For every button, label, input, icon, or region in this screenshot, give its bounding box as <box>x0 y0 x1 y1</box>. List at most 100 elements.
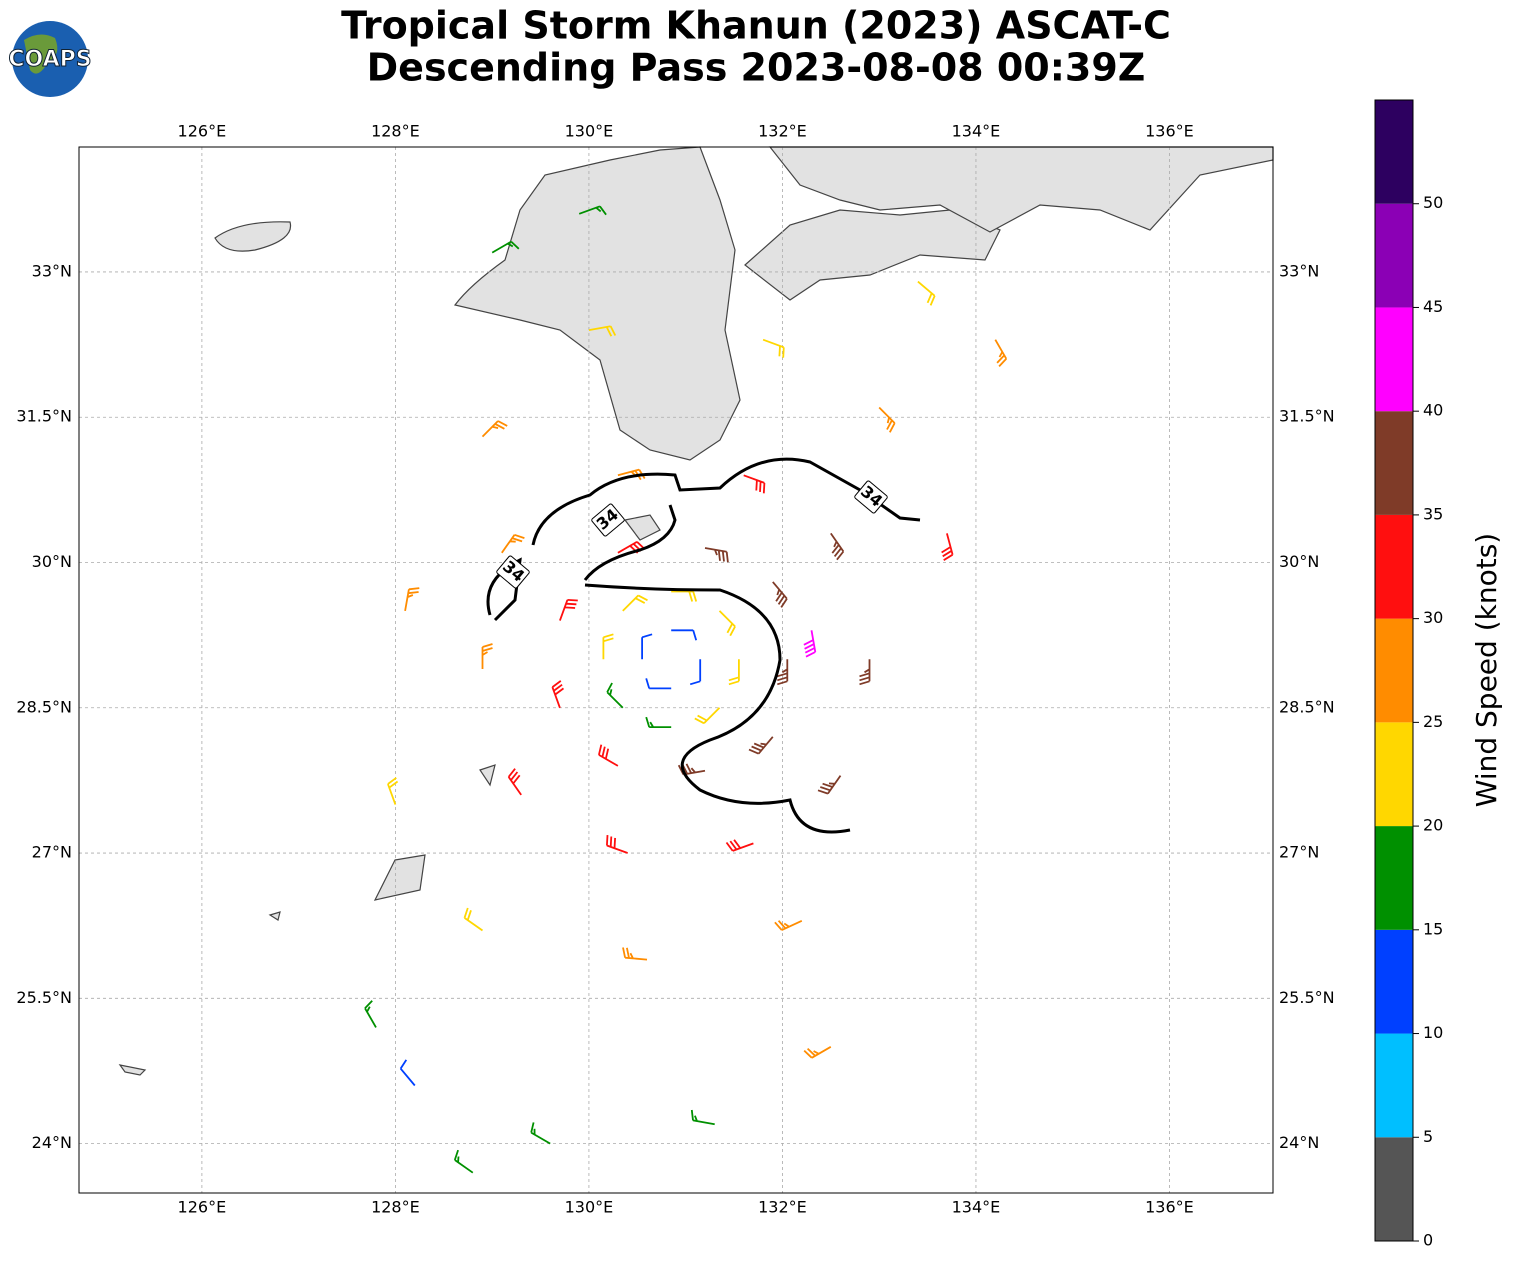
wind-barb <box>453 1149 474 1174</box>
y-tick-label: 31.5°N <box>1279 407 1335 426</box>
land <box>744 209 1001 301</box>
x-tick-label: 132°E <box>758 122 807 141</box>
x-tick-label: 132°E <box>758 1198 807 1217</box>
y-tick-label: 27°N <box>1279 843 1319 862</box>
map-frame <box>78 146 1274 1194</box>
wind-barb <box>671 629 698 641</box>
y-tick-label: 33°N <box>32 261 72 280</box>
colorbar-segment <box>1375 100 1413 204</box>
colorbar-segment <box>1375 929 1413 1034</box>
wind-barb <box>917 280 936 306</box>
colorbar-tick-label: 50 <box>1423 193 1443 212</box>
x-tick-label: 136°E <box>1145 1198 1194 1217</box>
wind-barb <box>830 532 845 561</box>
title: Tropical Storm Khanun (2023) ASCAT-C <box>341 4 1171 48</box>
contour-label: 34 <box>854 480 888 514</box>
colorbar-segment <box>1375 618 1413 723</box>
colorbar-tick-label: 0 <box>1423 1231 1433 1250</box>
colorbar-tick-label: 25 <box>1423 712 1443 731</box>
wind-barb <box>728 659 740 686</box>
colorbar-frame <box>1374 99 1414 1242</box>
y-tick-label: 24°N <box>1279 1133 1319 1152</box>
colorbar-label: Wind Speed (knots) <box>1470 533 1503 807</box>
wind-barb <box>994 339 1008 368</box>
contour-label-box <box>591 503 625 537</box>
colorbar-segment <box>1375 411 1413 515</box>
wind-barb <box>772 581 788 608</box>
colorbar-tick-label: 20 <box>1423 816 1443 835</box>
colorbar-segment <box>1375 203 1413 308</box>
wind-barb <box>803 630 817 658</box>
wind-barb <box>404 587 420 612</box>
wind-barb <box>774 919 803 931</box>
wind-barb <box>622 947 648 961</box>
colorbar-tick-label: 10 <box>1423 1023 1443 1042</box>
wind-barb <box>859 659 871 686</box>
land <box>214 221 292 252</box>
colorbar-tick-label: 35 <box>1423 504 1443 523</box>
y-tick-label: 27°N <box>32 843 72 862</box>
wind-barb <box>598 744 619 767</box>
colorbar-segment <box>1375 722 1413 827</box>
x-tick-label: 134°E <box>952 1198 1001 1217</box>
wind-barb <box>704 547 729 563</box>
wind-barb <box>364 1000 377 1028</box>
wind-barb <box>690 1109 715 1126</box>
y-tick-label: 28.5°N <box>16 697 72 716</box>
x-tick-label: 136°E <box>1145 122 1194 141</box>
contour-label-text: 34 <box>499 557 528 586</box>
wind-barb <box>602 633 614 660</box>
wind-barb <box>463 907 484 932</box>
land <box>118 514 661 1076</box>
wind-barb <box>588 325 617 337</box>
wind-barb <box>481 643 493 669</box>
wind-barb <box>606 835 628 854</box>
colorbar-tick-label: 5 <box>1423 1127 1433 1146</box>
contour-label-box <box>854 480 888 514</box>
colorbar-segment <box>1375 1137 1413 1241</box>
colorbar-tick-label: 30 <box>1423 608 1443 627</box>
wind-barb <box>617 541 646 554</box>
wind-barb <box>689 659 702 686</box>
wind-barb <box>777 659 789 686</box>
colorbar-tick-label: 45 <box>1423 297 1443 316</box>
wind-barb <box>530 1122 551 1145</box>
logo-text: COAPS <box>8 47 91 72</box>
logo-land <box>24 34 58 74</box>
x-tick-label: 126°E <box>178 122 227 141</box>
colorbar-segment <box>1375 307 1413 412</box>
wind-barb <box>817 775 842 795</box>
map <box>118 146 1274 1076</box>
contour-label-text: 34 <box>593 505 622 534</box>
wind-barb <box>725 839 754 852</box>
y-tick-label: 33°N <box>1279 261 1319 280</box>
colorbar-tick-label: 15 <box>1423 919 1443 938</box>
wind-barb <box>677 763 706 776</box>
colorbar-tick-label: 40 <box>1423 401 1443 420</box>
wind-barb <box>645 678 672 690</box>
y-tick-label: 25.5°N <box>16 988 72 1007</box>
wind-barb <box>606 682 624 709</box>
wind-barb <box>762 338 785 358</box>
wind-barb <box>718 610 736 637</box>
wind-barb <box>559 599 578 621</box>
wind-barb <box>641 633 653 660</box>
wind-barb <box>551 680 565 709</box>
y-tick-label: 30°N <box>32 552 72 571</box>
colorbar-segment <box>1375 826 1413 930</box>
contour-label: 34 <box>496 555 530 589</box>
wind-barb <box>507 768 522 796</box>
wind-barb <box>694 707 721 725</box>
y-tick-label: 25.5°N <box>1279 988 1335 1007</box>
colorbar-segment <box>1375 1033 1413 1138</box>
wind-barb <box>387 777 399 805</box>
land <box>453 146 741 461</box>
wind-barb <box>878 406 896 433</box>
wind-barb <box>481 420 508 438</box>
colorbar-segment <box>1375 514 1413 619</box>
x-tick-label: 130°E <box>565 1198 614 1217</box>
wind-barb <box>622 594 648 612</box>
wind-barb <box>803 1046 832 1059</box>
contour-label: 34 <box>591 503 625 537</box>
